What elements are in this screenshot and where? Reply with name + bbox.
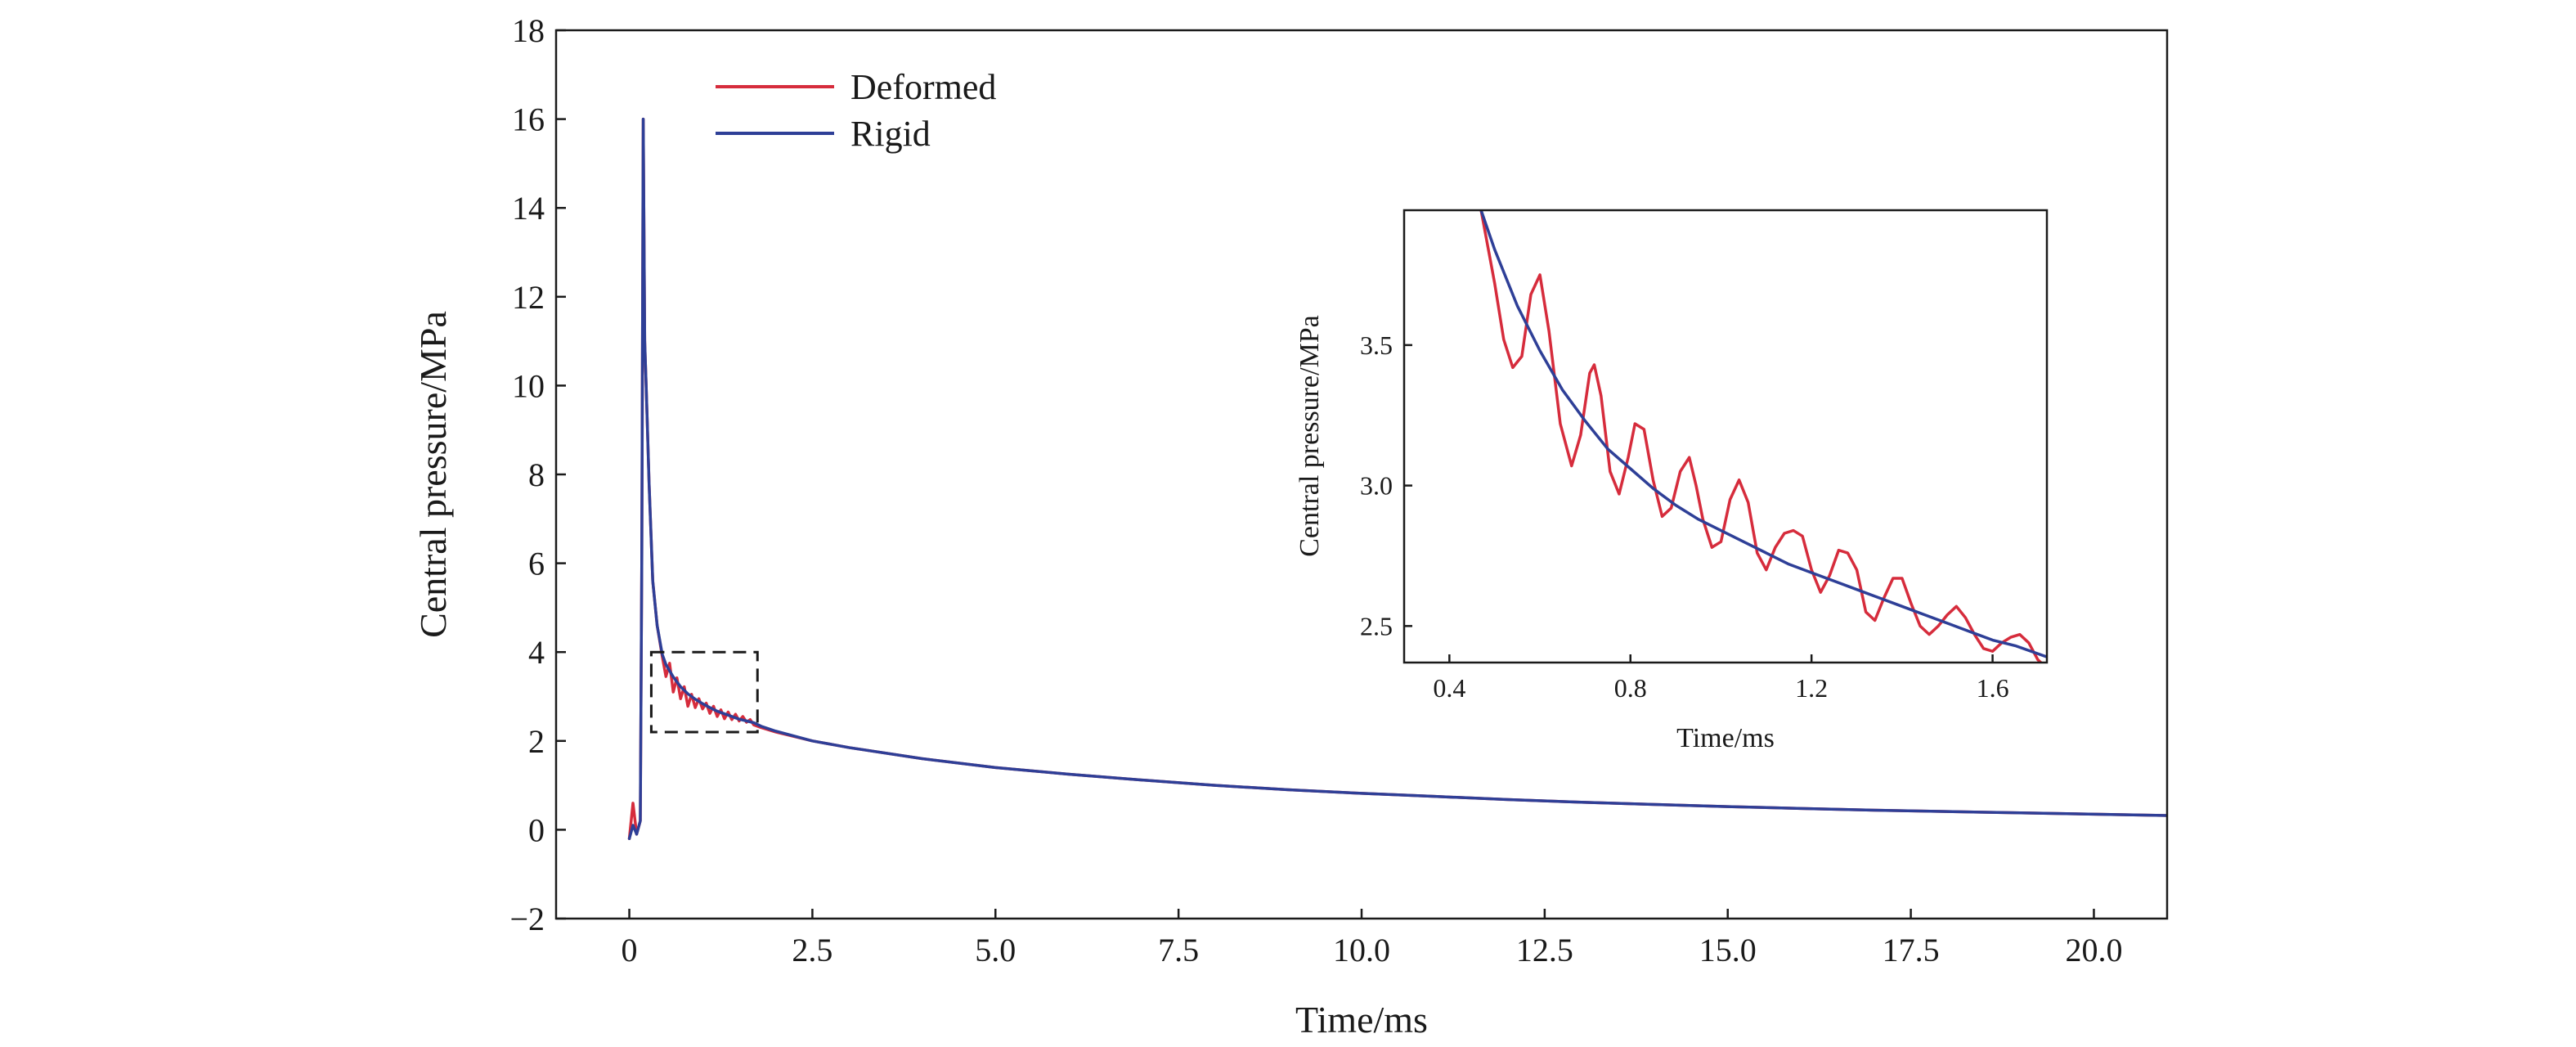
main-y-tick-label: 18 — [512, 12, 545, 49]
main-y-tick-label: −2 — [509, 901, 545, 937]
inset-x-axis-label: Time/ms — [1676, 723, 1775, 753]
main-x-tick-label: 10.0 — [1333, 932, 1390, 968]
inset-background — [1404, 210, 2047, 663]
inset-y-axis-label: Central pressure/MPa — [1295, 315, 1325, 557]
main-y-tick-label: 16 — [512, 101, 545, 138]
main-x-tick-label: 12.5 — [1516, 932, 1573, 968]
main-y-tick-label: 10 — [512, 367, 545, 404]
main-chart: 0 2.5 5.0 7.5 10.0 12.5 15.0 17.5 20.0 −2 0 2 4 6 8 10… — [412, 12, 2169, 1040]
main-y-tick-label: 6 — [528, 546, 545, 582]
legend-label-rigid: Rigid — [850, 114, 931, 154]
legend-label-deformed: Deformed — [850, 67, 996, 107]
inset-x-tick-label: 1.6 — [1977, 673, 2009, 703]
main-y-tick-label: 8 — [528, 456, 545, 493]
main-x-tick-label: 7.5 — [1158, 932, 1199, 968]
main-y-axis-label: Central pressure/MPa — [412, 311, 454, 638]
main-x-tick-label: 17.5 — [1883, 932, 1940, 968]
main-y-ticks: −2 0 2 4 6 8 10 12 14 16 18 — [509, 12, 566, 937]
inset-y-tick-label: 2.5 — [1360, 611, 1393, 640]
inset-series-line-deformed — [1479, 210, 2044, 663]
main-y-tick-label: 2 — [528, 723, 545, 760]
zoom-box — [649, 650, 759, 734]
main-y-tick-label: 0 — [528, 811, 545, 848]
main-series-line-rigid — [627, 117, 2167, 841]
main-y-tick-label: 12 — [512, 279, 545, 316]
inset-y-ticks: 2.5 3.0 3.5 — [1360, 330, 1412, 640]
main-series-group — [627, 117, 2167, 841]
inset-series-line-rigid — [1479, 210, 2047, 658]
main-y-tick-label: 14 — [512, 190, 545, 227]
inset-series-group — [1479, 210, 2047, 663]
main-x-tick-label: 0 — [622, 932, 638, 968]
legend: Deformed Rigid — [716, 67, 996, 154]
inset-y-tick-label: 3.0 — [1360, 471, 1393, 501]
inset-x-tick-label: 0.4 — [1433, 673, 1465, 703]
main-x-tick-label: 2.5 — [792, 932, 832, 968]
main-x-tick-label: 5.0 — [975, 932, 1016, 968]
inset-plot-frame — [1402, 209, 2049, 664]
inset-chart: 0.4 0.8 1.2 1.6 2.5 3.0 3.5 Time/ms Central p… — [1295, 209, 2049, 753]
main-x-tick-label: 15.0 — [1699, 932, 1757, 968]
main-x-ticks: 0 2.5 5.0 7.5 10.0 12.5 15.0 17.5 20.0 — [622, 909, 2122, 968]
inset-y-tick-label: 3.5 — [1360, 330, 1393, 360]
main-x-axis-label: Time/ms — [1295, 999, 1428, 1040]
inset-x-ticks: 0.4 0.8 1.2 1.6 — [1433, 654, 2009, 703]
inset-x-tick-label: 1.2 — [1795, 673, 1828, 703]
main-x-tick-label: 20.0 — [2065, 932, 2122, 968]
inset-x-tick-label: 0.8 — [1614, 673, 1647, 703]
main-y-tick-label: 4 — [528, 634, 545, 671]
